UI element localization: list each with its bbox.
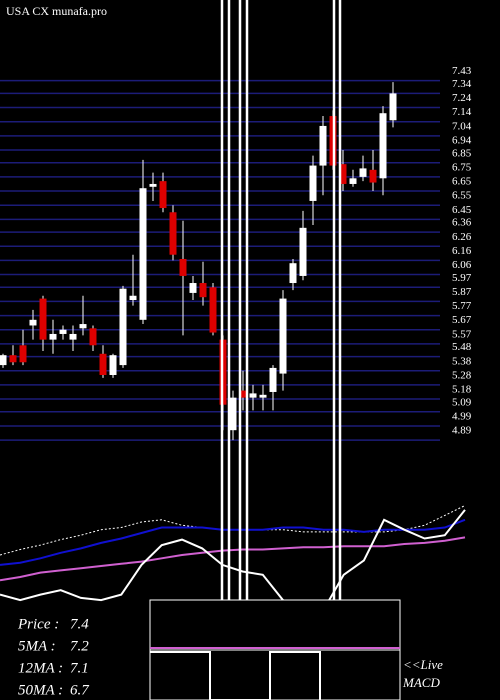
indicator-line xyxy=(0,518,466,566)
y-tick-label: 6.55 xyxy=(452,190,472,202)
y-tick-label: 5.09 xyxy=(452,396,472,408)
macd-steps xyxy=(150,651,321,700)
candle-body xyxy=(209,287,217,333)
candle-body xyxy=(159,181,167,209)
live-label: <<Live xyxy=(403,657,443,672)
candle-body xyxy=(59,329,67,334)
candle-body xyxy=(139,188,147,320)
candle-body xyxy=(319,125,327,166)
candle-body xyxy=(379,113,387,179)
y-tick-label: 5.48 xyxy=(452,341,472,353)
candle-body xyxy=(309,165,317,201)
y-tick-label: 6.26 xyxy=(452,231,472,243)
candle-body xyxy=(369,169,377,183)
y-tick-label: 5.18 xyxy=(452,384,472,396)
indicator-layer xyxy=(0,505,466,617)
candle-body xyxy=(19,345,27,363)
candle-body xyxy=(339,164,347,184)
candle-body xyxy=(189,283,197,293)
y-tick-label: 6.36 xyxy=(452,217,472,229)
y-tick-label: 6.16 xyxy=(452,245,472,257)
annotation-label: 5MA : xyxy=(18,638,56,654)
candle-body xyxy=(119,288,127,366)
candle-body xyxy=(9,355,17,363)
y-tick-label: 5.28 xyxy=(452,369,472,381)
annotation-value: 7.4 xyxy=(70,616,89,632)
candle-body xyxy=(79,324,87,329)
y-tick-label: 7.34 xyxy=(452,78,472,90)
candle-body xyxy=(269,367,277,392)
indicator-line xyxy=(0,536,466,582)
candle-body xyxy=(129,295,137,300)
candle-body xyxy=(89,328,97,346)
macd-label: MACD xyxy=(402,675,440,690)
annotation-value: 6.7 xyxy=(70,682,90,698)
annotation-label: Price : xyxy=(17,616,59,632)
y-tick-label: 7.43 xyxy=(452,65,472,77)
grid-layer: 7.437.34 7.24 7.14 7.04 6.946.85 6.75 6.65 6.55… xyxy=(0,65,472,441)
y-tick-label: 7.14 xyxy=(452,106,472,118)
annotation-value: 7.2 xyxy=(70,638,89,654)
annotation-label: 12MA : xyxy=(18,660,63,676)
candle-body xyxy=(149,183,157,187)
candle-body xyxy=(29,319,37,326)
y-tick-label: 5.87 xyxy=(452,286,472,298)
candle-body xyxy=(389,93,397,121)
y-tick-label: 6.06 xyxy=(452,259,472,271)
candle-body xyxy=(359,168,367,177)
candle-body xyxy=(249,393,257,398)
candle-body xyxy=(229,397,237,431)
candle-body xyxy=(179,258,187,276)
y-tick-label: 6.94 xyxy=(452,135,472,147)
chart-title: USA CX munafa.pro xyxy=(6,4,107,18)
annotation-label: 50MA : xyxy=(18,682,63,698)
y-tick-label: 5.97 xyxy=(452,272,472,284)
candle-body xyxy=(199,283,207,298)
annotations: Price : 7.4 5MA : 7.2 12MA : 7.1 50MA : 6.7 xyxy=(17,616,90,698)
annotation-value: 7.1 xyxy=(70,660,89,676)
candle-body xyxy=(69,333,77,340)
candle-body xyxy=(109,355,117,375)
candle-body xyxy=(349,178,357,184)
y-tick-label: 6.45 xyxy=(452,204,472,216)
y-tick-label: 5.77 xyxy=(452,300,472,312)
indicator-line xyxy=(0,509,466,617)
macd-box xyxy=(149,599,401,700)
y-tick-label: 5.57 xyxy=(452,328,472,340)
candle-body xyxy=(289,263,297,284)
session-markers xyxy=(220,0,342,600)
candle-body xyxy=(259,394,267,398)
candle-body xyxy=(39,298,47,340)
y-tick-label: 4.99 xyxy=(452,410,472,422)
y-tick-label: 6.65 xyxy=(452,176,472,188)
y-tick-label: 6.75 xyxy=(452,161,472,173)
candle-body xyxy=(49,333,57,340)
y-tick-label: 7.24 xyxy=(452,92,472,104)
candle-body xyxy=(279,298,287,374)
candle-body xyxy=(239,390,247,398)
y-tick-label: 5.38 xyxy=(452,355,472,367)
y-tick-label: 7.04 xyxy=(452,120,472,132)
y-tick-label: 6.85 xyxy=(452,147,472,159)
y-tick-label: 5.67 xyxy=(452,314,472,326)
candle-body xyxy=(0,355,7,366)
candle-body xyxy=(299,227,307,276)
candle-body xyxy=(169,212,177,255)
y-tick-label: 4.89 xyxy=(452,425,472,437)
candle-body xyxy=(99,353,107,375)
